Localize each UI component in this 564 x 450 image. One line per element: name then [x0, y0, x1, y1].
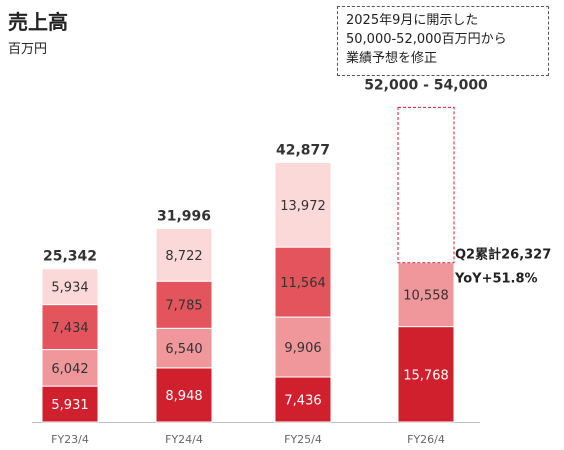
- x-tick-label: FY23/4: [51, 433, 89, 446]
- bar-segment: [41, 385, 99, 423]
- forecast-range-bar: [397, 106, 455, 264]
- bar-segment-label: 7,434: [51, 321, 88, 336]
- bar-segment-label: 11,564: [280, 276, 326, 291]
- bar-segment-label: 6,042: [51, 362, 88, 377]
- bar-segment: [155, 227, 213, 282]
- x-tick-label: FY24/4: [165, 433, 203, 446]
- note-line-2: 50,000-52,000百万円から: [346, 32, 507, 47]
- bar-segment: [41, 268, 99, 306]
- unit-label: 百万円: [8, 42, 48, 57]
- bar-segment-label: 8,948: [165, 389, 202, 404]
- bar-segment-label: 9,906: [284, 341, 321, 356]
- bar-total-label: 52,000 - 54,000: [364, 77, 488, 93]
- bar-total-label: 25,342: [43, 249, 97, 265]
- bar-segment: [397, 262, 455, 328]
- note-line-3: 業績予想を修正: [346, 51, 438, 66]
- note-line-1: 2025年9月に開示した: [346, 13, 479, 28]
- chart-title: 売上高: [8, 10, 68, 34]
- bar-segment-label: 13,972: [280, 199, 326, 214]
- bar-segment-label: 10,558: [403, 289, 449, 304]
- bar-segment-label: 15,768: [403, 368, 449, 383]
- bar-segment: [155, 327, 213, 369]
- bar-segment-label: 5,931: [51, 398, 88, 413]
- bar-segment: [155, 367, 213, 423]
- bar-segment: [155, 280, 213, 329]
- bar-segment-label: 8,722: [165, 249, 202, 264]
- bar-segment: [274, 162, 332, 248]
- bar-segment: [274, 246, 332, 318]
- revision-note-box: 2025年9月に開示した 50,000-52,000百万円から 業績予想を修正: [337, 6, 549, 76]
- q2-cumulative-label: Q2累計26,327: [455, 247, 551, 263]
- bar-segment-label: 5,934: [51, 281, 88, 296]
- x-tick-label: FY25/4: [284, 433, 322, 446]
- bar-segment-label: 7,785: [165, 299, 202, 314]
- bar-segment-label: 7,436: [284, 394, 321, 409]
- bar-segment: [397, 326, 455, 423]
- bar-total-label: 31,996: [157, 208, 211, 224]
- bar-segment-label: 6,540: [165, 342, 202, 357]
- bar-total-label: 42,877: [276, 143, 330, 159]
- x-tick-label: FY26/4: [407, 433, 445, 446]
- yoy-growth-label: YoY+51.8%: [454, 272, 538, 287]
- bar-segment: [274, 316, 332, 378]
